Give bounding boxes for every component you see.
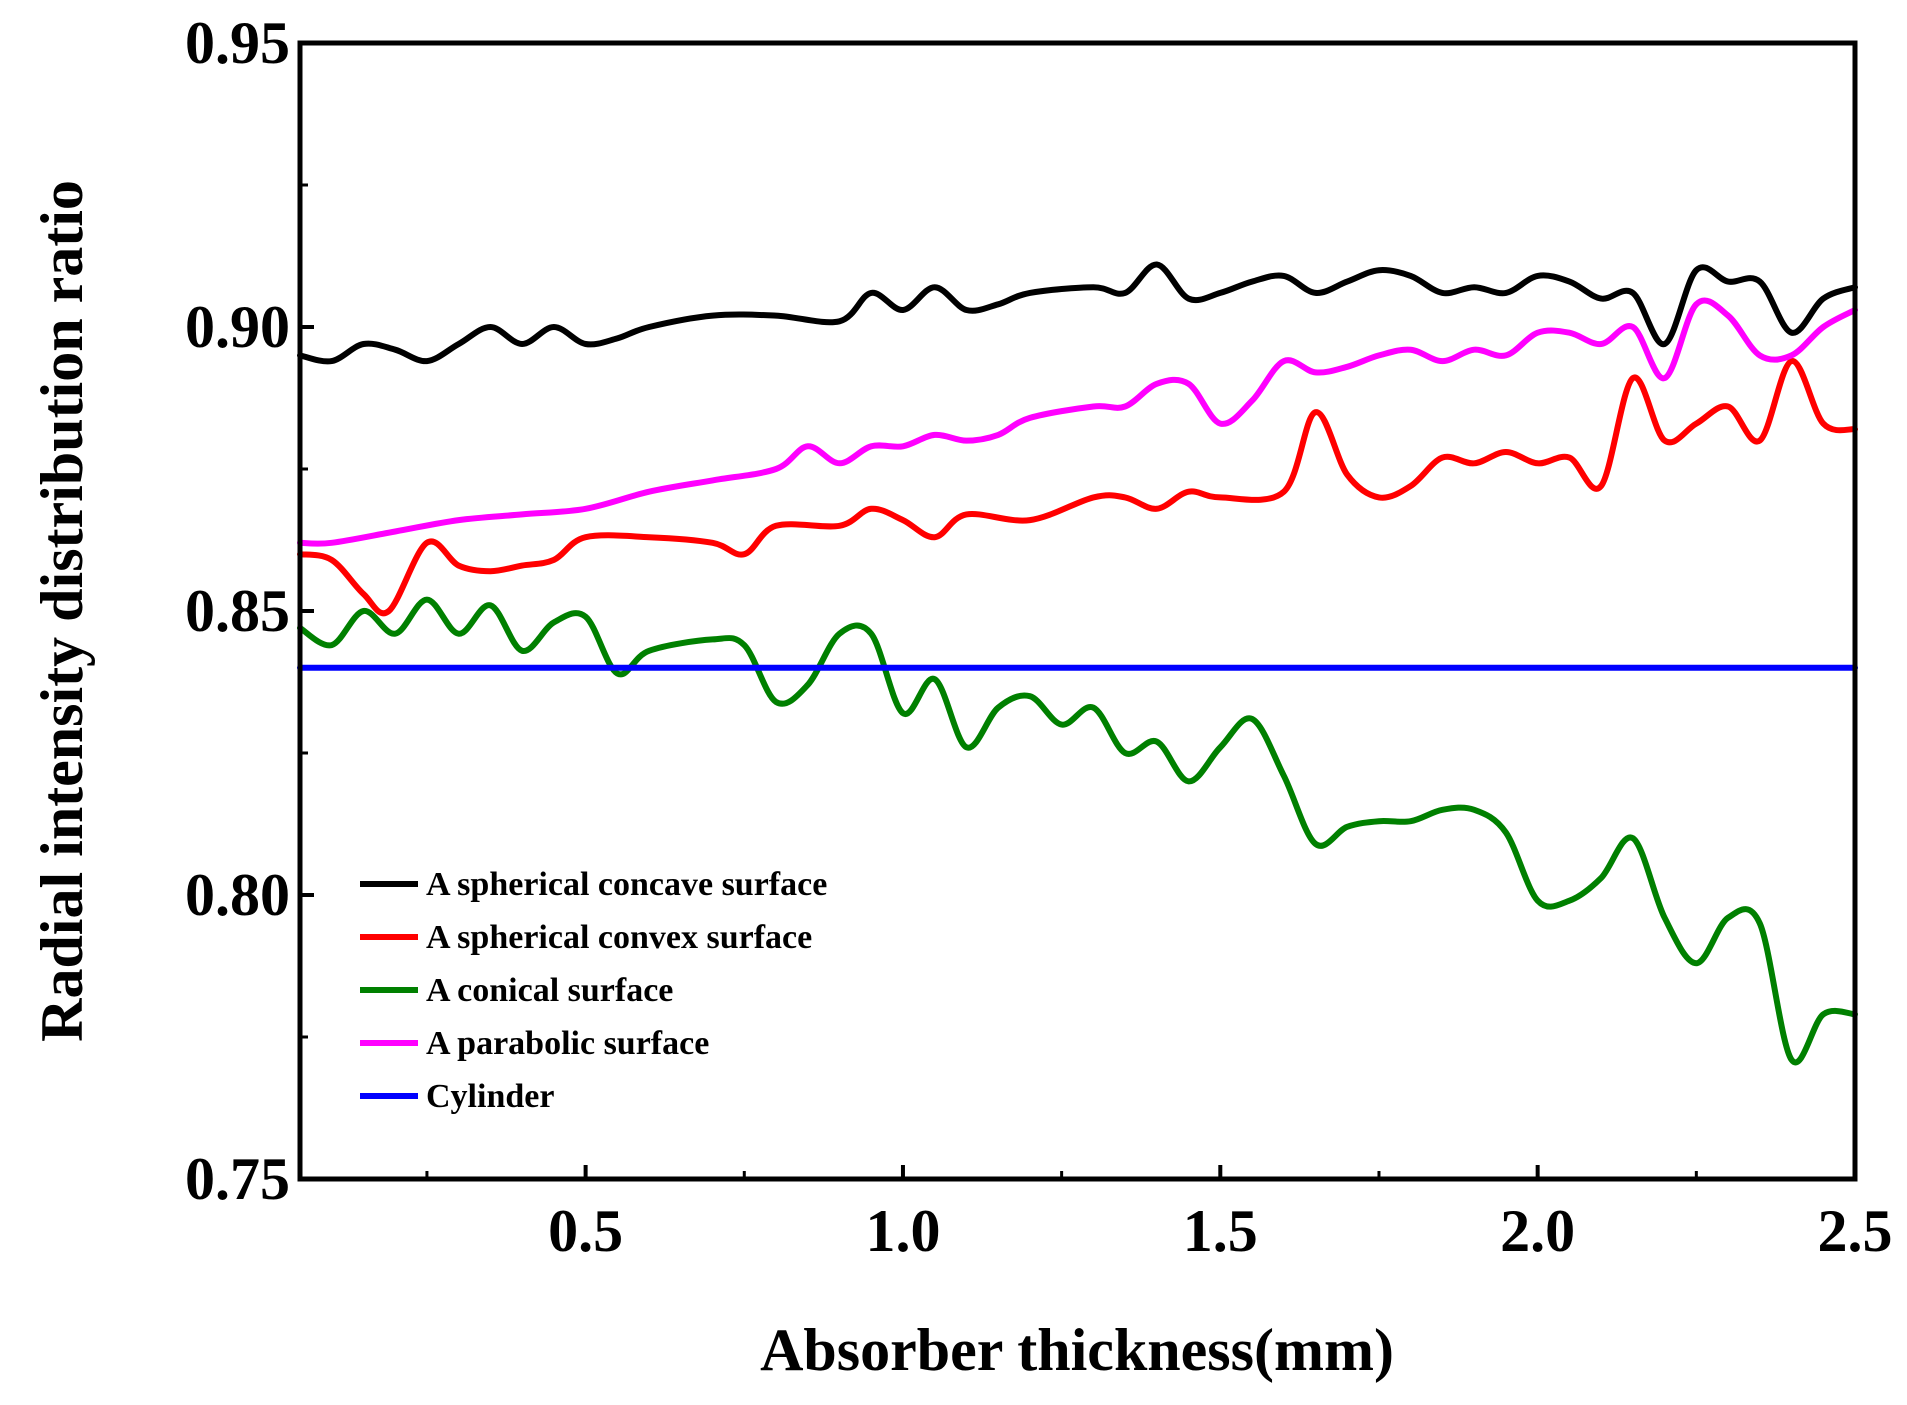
y-tick-label: 0.95 — [185, 10, 290, 76]
y-axis-title: Radial intensity distribution ratio — [29, 180, 95, 1042]
y-tick-label: 0.90 — [185, 294, 290, 360]
series-line-a-spherical-convex-surface — [297, 358, 1858, 617]
legend-label-a-spherical-concave-surface: A spherical concave surface — [426, 866, 827, 903]
ticks-layer: 0.75 0.80 0.85 0.90 0.95 0.5 1.0 1.5 2.0 2.5 — [185, 10, 1893, 1264]
legend-label-a-conical-surface: A conical surface — [426, 972, 673, 1009]
legend-label-a-parabolic-surface: A parabolic surface — [426, 1025, 709, 1062]
y-tick-label: 0.85 — [185, 578, 290, 644]
series-layer — [297, 261, 1858, 1066]
x-tick-label: 1.5 — [1183, 1198, 1258, 1264]
series-line-a-parabolic-surface — [297, 297, 1858, 547]
x-tick-label: 2.5 — [1818, 1198, 1893, 1264]
series-line-a-spherical-concave-surface — [297, 261, 1858, 365]
x-tick-label: 2.0 — [1500, 1198, 1575, 1264]
x-tick-label: 1.0 — [865, 1198, 940, 1264]
legend-label-cylinder: Cylinder — [426, 1078, 554, 1115]
y-tick-label: 0.75 — [185, 1146, 290, 1212]
x-tick-label: 0.5 — [548, 1198, 623, 1264]
legend-label-a-spherical-convex-surface: A spherical convex surface — [426, 919, 812, 956]
y-tick-label: 0.80 — [185, 862, 290, 928]
x-axis-title: Absorber thickness(mm) — [760, 1317, 1394, 1383]
series-line-a-conical-surface — [297, 596, 1858, 1066]
legend: A spherical concave surface A spherical c… — [360, 866, 827, 1115]
